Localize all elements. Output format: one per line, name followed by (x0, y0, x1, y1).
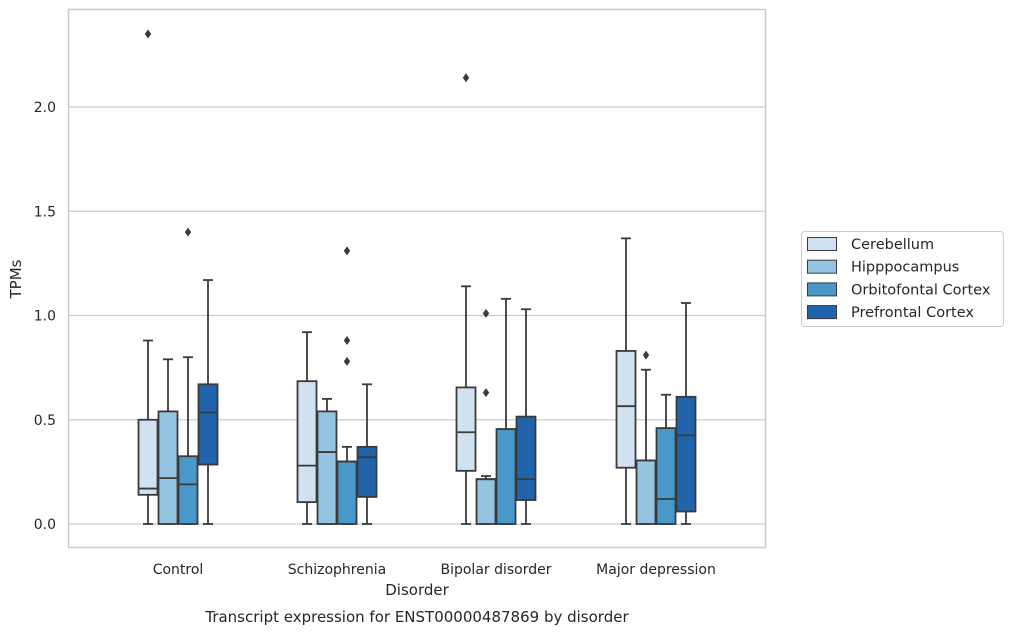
box-rect (615, 350, 637, 469)
box-rect (635, 459, 657, 525)
box (455, 73, 477, 525)
y-axis-ticks: 0.0 0.5 1.0 1.5 2.0 (34, 100, 56, 533)
box (515, 308, 537, 525)
box (197, 279, 219, 525)
box-rect (475, 478, 497, 525)
x-tick-label: Control (153, 562, 204, 578)
box-rect (336, 460, 358, 525)
outlier-point (482, 388, 490, 398)
x-tick-label: Schizophrenia (288, 562, 386, 578)
chart-caption: Transcript expression for ENST0000048786… (204, 608, 629, 626)
box (495, 297, 517, 525)
box (655, 393, 677, 525)
y-tick-label: 1.5 (34, 204, 56, 220)
box-rect (495, 428, 517, 525)
box-rect (455, 386, 477, 472)
x-tick-label: Major depression (596, 562, 716, 578)
box (675, 302, 697, 525)
box-rect (356, 445, 378, 498)
box (137, 29, 159, 525)
box (615, 237, 637, 525)
box-rect (296, 380, 318, 504)
legend-label: Prefrontal Cortex (851, 305, 974, 321)
box (157, 358, 179, 525)
outlier-point (144, 29, 152, 39)
y-tick-label: 2.0 (34, 100, 56, 116)
box (475, 308, 497, 525)
box-rect (675, 395, 697, 513)
box-rect (316, 410, 338, 525)
outlier-point (343, 246, 351, 256)
legend-label: Hipppocampus (851, 260, 959, 276)
legend-swatch (807, 259, 837, 274)
plot-area-frame (67, 8, 767, 549)
box-rect (157, 410, 179, 525)
legend-swatch (807, 237, 837, 251)
outlier-point (343, 356, 351, 366)
box (316, 397, 338, 525)
y-tick-label: 0.5 (34, 413, 56, 429)
outlier-point (482, 308, 490, 318)
y-tick-label: 0.0 (34, 517, 56, 533)
box (356, 383, 378, 525)
legend-label: Orbitofontal Cortex (851, 282, 991, 298)
box-rect (655, 427, 677, 525)
legend: Cerebellum Hipppocampus Orbitofontal Corte… (801, 231, 1004, 327)
y-axis-label: TPMs (7, 259, 25, 299)
legend-swatch (807, 282, 837, 297)
legend-swatch (807, 305, 837, 320)
outlier-point (462, 73, 470, 83)
box-rect (177, 455, 199, 525)
x-tick-label: Bipolar disorder (440, 562, 551, 578)
box-rect (197, 383, 219, 466)
box (336, 246, 358, 525)
box-series (137, 29, 697, 525)
legend-label: Cerebellum (851, 237, 934, 253)
box (635, 350, 657, 525)
outlier-point (343, 336, 351, 346)
box-rect (515, 415, 537, 501)
box-rect (137, 418, 159, 496)
outlier-point (642, 350, 650, 360)
outlier-point (184, 227, 192, 237)
y-tick-label: 1.0 (34, 309, 56, 325)
legend-frame (801, 231, 1004, 327)
x-axis-label: Disorder (385, 581, 449, 599)
box (177, 227, 199, 525)
box (296, 331, 318, 525)
x-axis-ticks: Control Schizophrenia Bipolar disorder Majo… (153, 562, 716, 578)
